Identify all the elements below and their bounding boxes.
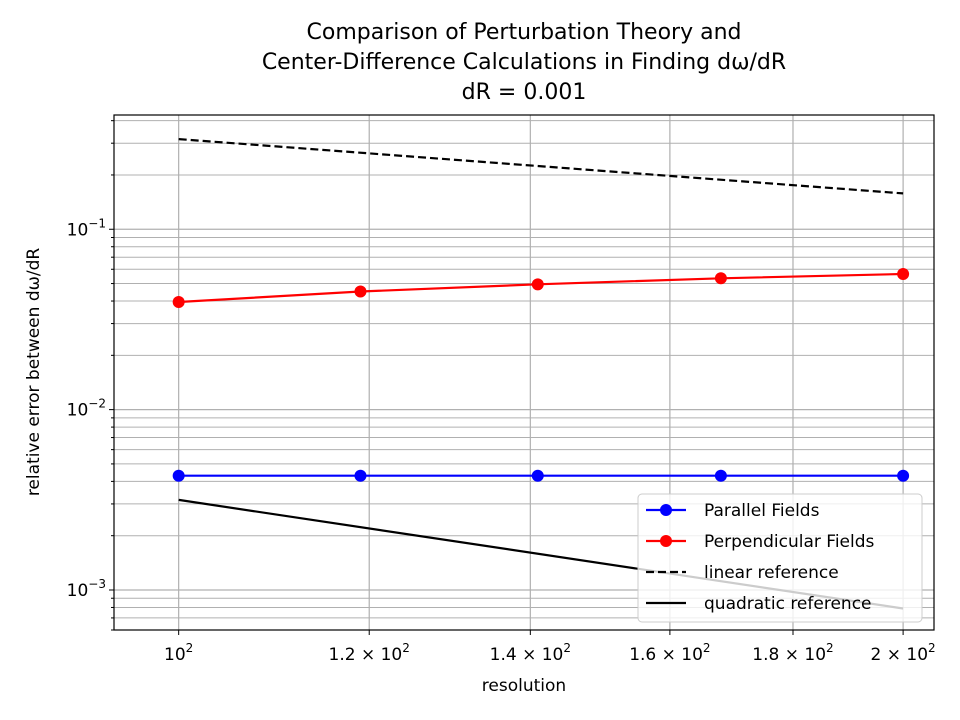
- data-point: [531, 278, 544, 291]
- x-tick-label: 1.8 × 102: [752, 641, 833, 665]
- legend-label: linear reference: [704, 563, 839, 583]
- legend-label: quadratic reference: [704, 594, 872, 614]
- plot-frame: [113, 114, 935, 631]
- series-line-2: [178, 138, 904, 195]
- x-axis-label: resolution: [481, 676, 567, 696]
- legend-label: Perpendicular Fields: [704, 532, 875, 552]
- series-layer: [172, 138, 910, 610]
- tick-layer: 102 1.2 × 102 1.4 × 102 1.6 × 102 1.8 × 102 2…: [67, 120, 936, 665]
- legend-swatch-marker: [660, 535, 672, 547]
- x-tick-label: 1.6 × 102: [629, 641, 710, 665]
- data-point: [354, 469, 367, 482]
- y-tick-label: 10−2: [67, 397, 106, 421]
- x-tick-label: 2 × 102: [871, 641, 936, 665]
- chart-title-line-2-text: Center-Difference Calculations in Findin…: [261, 50, 787, 75]
- chart-title-line-1: Comparison of Perturbation Theory and: [306, 20, 742, 45]
- data-point: [714, 272, 727, 285]
- legend-label: Parallel Fields: [704, 501, 820, 521]
- legend-swatch-marker: [660, 504, 672, 516]
- data-point: [714, 469, 727, 482]
- x-tick-label: 1.4 × 102: [490, 641, 571, 665]
- chart-title-line-2: Center-Difference Calculations in Findin…: [114, 50, 934, 75]
- data-point: [531, 469, 544, 482]
- data-point: [354, 285, 367, 298]
- x-tick-label: 1.2 × 102: [329, 641, 410, 665]
- legend-box: [637, 493, 923, 623]
- y-tick-label: 10−3: [67, 577, 106, 601]
- chart-title-line-3: dR = 0.001: [461, 80, 587, 105]
- y-axis-label: relative error between dω/dR: [24, 247, 44, 497]
- data-point: [897, 469, 910, 482]
- data-point: [172, 469, 185, 482]
- x-tick-label: 102: [164, 641, 193, 665]
- data-point: [172, 296, 185, 309]
- y-tick-label: 10−1: [67, 216, 106, 240]
- data-point: [897, 267, 910, 280]
- legend: Parallel Fields Perpendicular Fields linea…: [637, 493, 923, 623]
